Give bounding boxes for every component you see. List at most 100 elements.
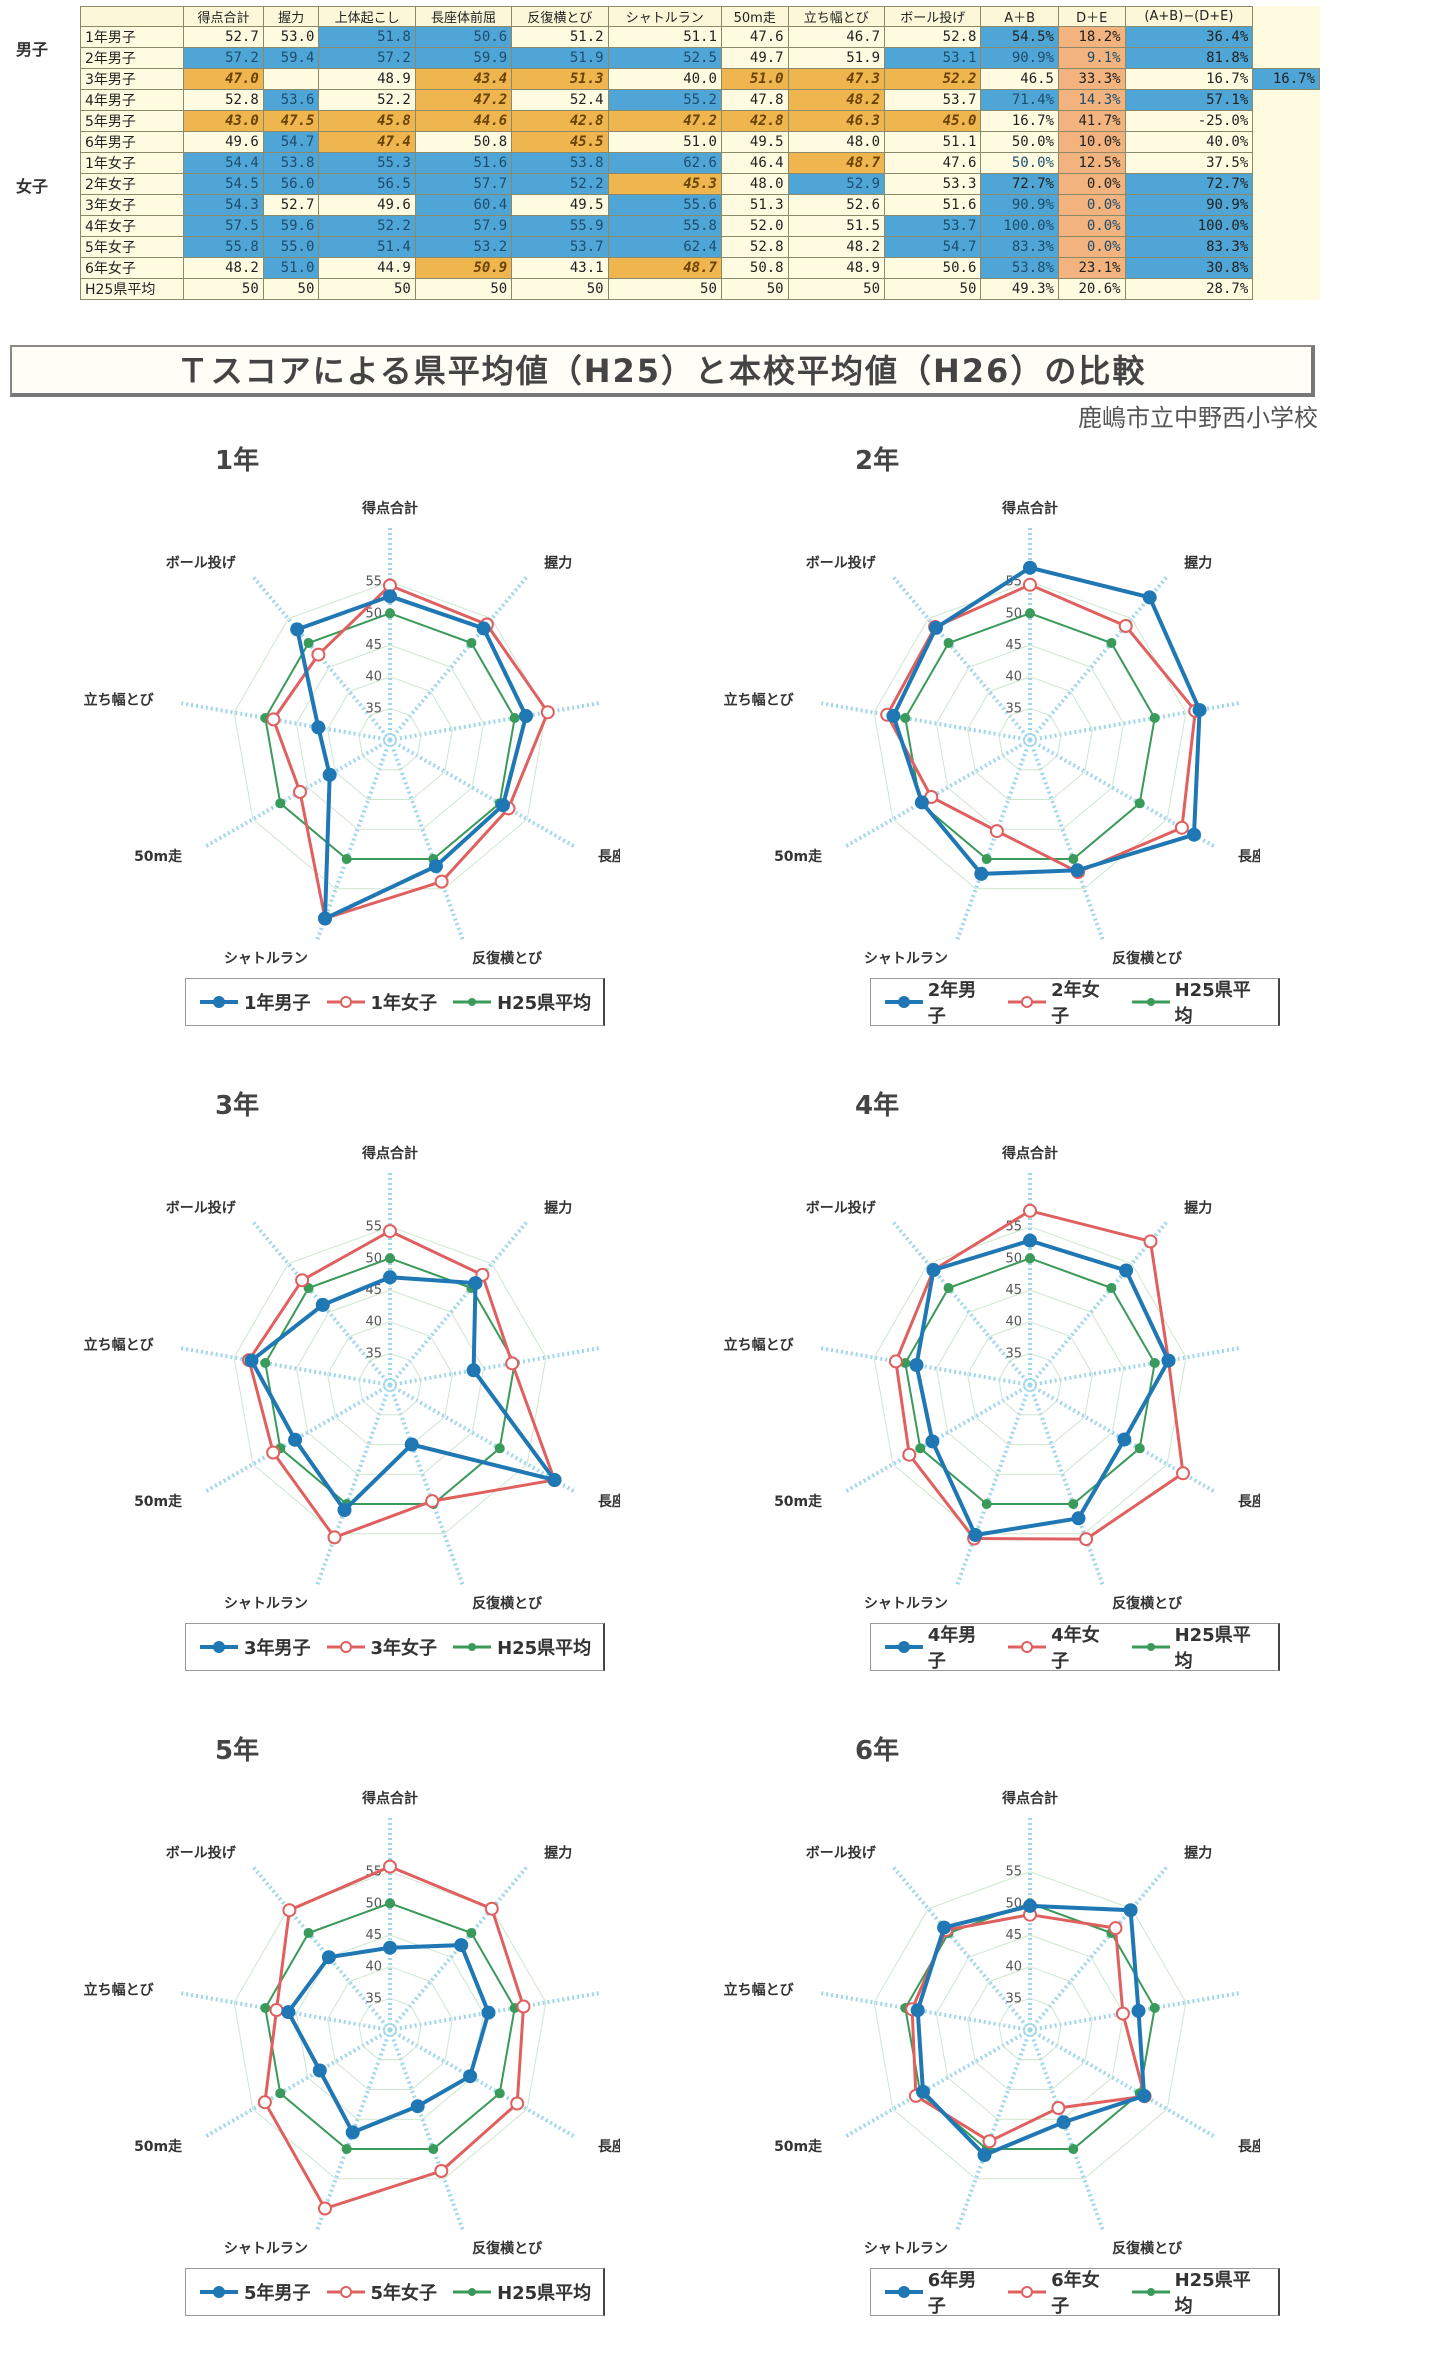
chart-legend: 6年男子 6年女子 H25県平均 <box>870 2268 1280 2317</box>
radar-spoke <box>1028 1219 1170 1387</box>
radar-data-point <box>1023 1203 1037 1218</box>
radar-data-point <box>385 608 395 619</box>
radar-series-line <box>247 1229 557 1540</box>
table-cell: 53.6 <box>262 89 320 111</box>
table-cell: 50 <box>607 278 722 300</box>
radar-grid-ring <box>295 644 485 830</box>
radar-data-point <box>1068 854 1079 864</box>
radar-tick-label: 35 <box>1005 701 1022 716</box>
radar-tick-label: 40 <box>1005 670 1022 685</box>
table-cell: 57.9 <box>414 215 513 237</box>
radar-data-point <box>1176 1466 1190 1481</box>
radar-tick-label: 45 <box>1005 1283 1022 1298</box>
table-cell: 53.8% <box>980 257 1059 279</box>
radar-panel: 3年3540455055得点合計握力上体起こし長座体前屈反復横とびシャトルラン5… <box>20 1085 640 1705</box>
radar-data-point <box>383 1940 397 1955</box>
radar-data-point <box>327 1530 342 1545</box>
radar-data-point <box>1115 2006 1130 2021</box>
table-cell: 53.8 <box>262 152 320 174</box>
radar-spoke <box>1028 1383 1218 1495</box>
legend-item: 3年男子 <box>198 1634 311 1660</box>
radar-data-point <box>385 1253 395 1264</box>
radar-data-point <box>1117 1432 1132 1447</box>
radar-data-point <box>466 638 477 648</box>
radar-data-point <box>318 2201 332 2216</box>
radar-data-point <box>266 1445 281 1460</box>
table-cell: 59.4 <box>262 47 320 69</box>
table-row: 4年男子 52.8 53.6 52.2 47.2 52.4 55.2 47.8 48.2 53.7… <box>79 89 1320 111</box>
legend-item: H25県平均 <box>1130 976 1266 1028</box>
table-cell: 45.0 <box>883 110 982 132</box>
table-cell: 52.2 <box>511 173 609 195</box>
table-cell: 45.5 <box>511 131 609 153</box>
radar-axis-label: 得点合計 <box>1001 1790 1058 1807</box>
radar-axis-label: 得点合計 <box>1001 1145 1058 1162</box>
radar-series-line <box>263 1864 526 2211</box>
table-cell: 43.4 <box>414 68 513 90</box>
radar-spoke <box>388 2028 578 2140</box>
radar-data-point <box>1149 1358 1160 1368</box>
table-cell: 51.3 <box>511 68 609 90</box>
chart-legend: 5年男子 5年女子 H25県平均 <box>185 2268 606 2316</box>
radar-data-point <box>1123 1903 1138 1918</box>
table-cell: 49.6 <box>183 131 264 153</box>
legend-swatch <box>200 2286 238 2298</box>
legend-label: H25県平均 <box>1174 1625 1251 1672</box>
radar-data-point <box>303 1928 314 1938</box>
table-cell: 50 <box>414 278 513 300</box>
table-cell: 44.9 <box>318 257 416 279</box>
table-cell: 46.4 <box>720 152 789 174</box>
table-cell: 51.5 <box>787 215 886 237</box>
table-cell: 47.6 <box>883 152 982 174</box>
radar-axis-label: ボール投げ <box>806 1845 877 1861</box>
radar-grid-ring <box>873 1226 1187 1535</box>
legend-swatch <box>326 1641 365 1653</box>
table-cell: 54.7 <box>883 236 982 258</box>
legend-label: H25県平均 <box>497 2283 592 2304</box>
radar-axis-label: 50m走 <box>774 849 823 865</box>
radar-data-point <box>496 798 510 813</box>
radar-data-point <box>341 854 352 864</box>
radar-axis-label: 立ち幅とび <box>84 1982 155 1999</box>
table-cell: 53.8 <box>511 152 609 174</box>
radar-axis-label: シャトルラン <box>864 951 948 967</box>
radar-data-point <box>481 2005 496 2020</box>
table-cell: 56.0 <box>262 173 320 195</box>
legend-label: 2年男子 <box>927 980 977 1027</box>
radar-data-point <box>1025 1253 1035 1264</box>
table-header-cell: 長座体前屈 <box>414 6 513 27</box>
legend-label: 1年男子 <box>244 993 311 1014</box>
table-cell: 0.0% <box>1057 215 1126 237</box>
table-cell: 47.6 <box>720 26 789 48</box>
radar-data-point <box>311 647 326 662</box>
table-cell: 12.5% <box>1057 152 1126 174</box>
table-cell: 48.7 <box>787 152 886 174</box>
radar-axis-label: 握力 <box>544 1844 572 1861</box>
table-cell: 52.4 <box>511 89 609 111</box>
legend-label: H25県平均 <box>497 1638 592 1659</box>
radar-data-point <box>1192 703 1207 718</box>
radar-axis-label: ボール投げ <box>166 1200 237 1216</box>
radar-grid-ring <box>873 581 1187 890</box>
school-name: 鹿嶋市立中野西小学校 <box>1078 404 1318 432</box>
radar-axis-label: 50m走 <box>134 1494 183 1510</box>
radar-axis-label: 長座体前屈 <box>598 848 620 865</box>
table-cell: 51.0 <box>262 257 320 279</box>
radar-data-point <box>902 1447 917 1462</box>
radar-spoke <box>954 739 1032 943</box>
row-label: 2年男子 <box>79 47 185 69</box>
radar-series-line <box>914 1238 1171 1538</box>
radar-data-point <box>1134 798 1145 809</box>
radar-data-point <box>519 709 533 723</box>
radar-tick-label: 40 <box>1005 1960 1022 1975</box>
radar-data-point <box>888 1354 903 1369</box>
radar-axis-label: 立ち幅とび <box>724 692 795 709</box>
radar-series-line <box>264 1902 516 2150</box>
table-cell: 23.1% <box>1057 257 1126 279</box>
radar-data-point <box>341 2144 352 2154</box>
panel-year-label: 3年 <box>215 1091 260 1121</box>
radar-data-point <box>981 854 992 864</box>
radar-data-point <box>1106 1283 1117 1293</box>
radar-data-point <box>303 638 314 648</box>
radar-data-point <box>466 1928 477 1938</box>
